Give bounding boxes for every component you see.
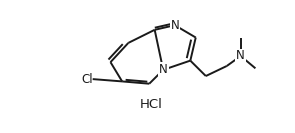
Text: HCl: HCl [140, 98, 163, 111]
Text: N: N [159, 63, 168, 76]
Text: N: N [236, 49, 245, 63]
Text: N: N [171, 19, 179, 32]
Text: Cl: Cl [81, 73, 93, 86]
